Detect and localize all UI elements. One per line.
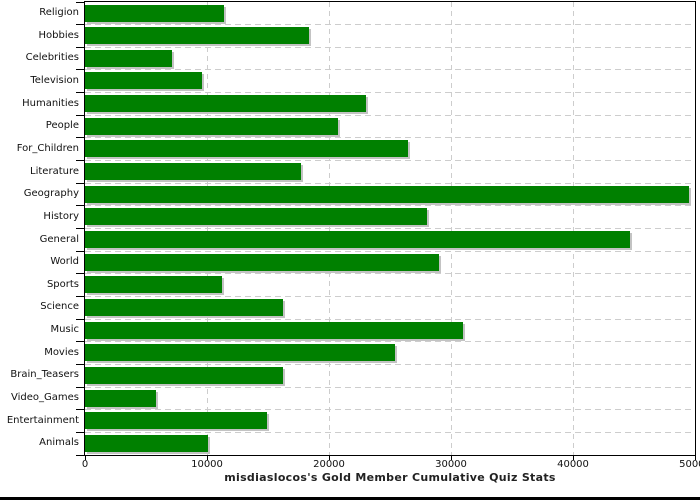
x-axis-tick-label: 0 <box>81 459 89 470</box>
y-axis-label: For_Children <box>16 142 79 154</box>
x-axis-tick <box>206 456 208 460</box>
bar-general <box>85 231 631 248</box>
bar-hobbies <box>85 27 310 45</box>
y-axis-tick <box>76 160 85 162</box>
y-axis-label: Celebrities <box>25 52 79 64</box>
horizontal-gridline <box>85 92 695 94</box>
horizontal-gridline <box>85 363 695 365</box>
bar-for_children <box>85 140 409 158</box>
y-axis-label: World <box>50 256 79 268</box>
y-axis-label: Brain_Teasers <box>10 369 79 381</box>
horizontal-gridline <box>85 182 695 184</box>
y-axis-tick <box>76 228 85 229</box>
bar-entertainment <box>85 412 267 430</box>
y-axis-tick <box>76 114 85 116</box>
y-axis-tick <box>76 92 85 94</box>
bar-literature <box>85 163 301 181</box>
y-axis-tick <box>76 386 85 388</box>
bar-geography <box>85 185 689 203</box>
x-axis-tick <box>84 456 86 460</box>
horizontal-gridline <box>85 250 695 252</box>
x-axis-tick-label: 30000 <box>435 459 467 470</box>
plot-area <box>84 1 696 456</box>
y-axis-tick <box>76 182 85 184</box>
y-axis-label: Sports <box>46 278 79 290</box>
horizontal-gridline <box>85 24 695 26</box>
x-axis-tick-label: 10000 <box>191 459 223 470</box>
bar-people <box>85 117 338 135</box>
bar-religion <box>85 4 225 22</box>
y-axis-tick <box>76 250 85 252</box>
chart-title: misdiaslocos's Gold Member Cumulative Qu… <box>224 471 556 484</box>
x-axis-tick <box>572 456 574 460</box>
horizontal-gridline <box>85 160 695 162</box>
horizontal-gridline <box>85 46 695 48</box>
y-axis-label: Humanities <box>22 97 79 109</box>
bar-humanities <box>85 95 366 113</box>
y-axis-tick <box>76 409 85 411</box>
y-axis-tick <box>76 431 85 433</box>
horizontal-gridline <box>85 273 695 275</box>
y-axis-label: Science <box>40 301 79 313</box>
y-axis-tick <box>76 295 85 297</box>
bar-science <box>85 298 283 316</box>
x-axis-tick-label: 50000 <box>679 459 700 470</box>
horizontal-gridline <box>85 295 695 297</box>
bar-celebrities <box>85 49 172 67</box>
y-axis-tick <box>76 273 85 275</box>
y-axis-label: Animals <box>39 437 79 449</box>
x-axis-tick-label: 40000 <box>557 459 589 470</box>
window-bottom-edge <box>0 497 700 500</box>
bar-television <box>85 72 203 90</box>
bar-video_games <box>85 389 156 407</box>
bar-sports <box>85 276 222 294</box>
horizontal-gridline <box>85 114 695 116</box>
x-axis-tick <box>328 456 330 460</box>
y-axis-tick <box>76 69 85 71</box>
y-axis-label: Religion <box>39 7 79 18</box>
y-axis-label: Geography <box>23 188 79 200</box>
horizontal-gridline <box>85 409 695 411</box>
y-axis-tick <box>76 1 85 3</box>
horizontal-gridline <box>85 341 695 343</box>
bar-history <box>85 208 427 226</box>
y-axis-label: Movies <box>44 346 79 358</box>
y-axis-tick <box>76 363 85 365</box>
bar-movies <box>85 344 395 362</box>
y-axis-label: General <box>39 233 79 245</box>
y-axis-label: Television <box>30 74 79 86</box>
horizontal-gridline <box>85 205 695 207</box>
y-axis-label: People <box>45 120 79 132</box>
horizontal-gridline <box>85 228 695 229</box>
horizontal-gridline <box>85 431 695 433</box>
horizontal-gridline <box>85 69 695 71</box>
bar-brain_teasers <box>85 366 283 384</box>
y-axis-label: Video_Games <box>11 392 79 404</box>
y-axis-tick <box>76 205 85 207</box>
horizontal-gridline <box>85 386 695 388</box>
y-axis-tick <box>76 137 85 139</box>
bar-music <box>85 321 464 339</box>
y-axis-tick <box>76 24 85 26</box>
y-axis-tick <box>76 46 85 48</box>
y-axis-label: Entertainment <box>6 414 79 426</box>
y-axis-tick <box>76 454 85 456</box>
horizontal-gridline <box>85 318 695 320</box>
y-axis-label: Hobbies <box>38 29 79 41</box>
x-axis-tick <box>450 456 452 460</box>
y-axis-label: Literature <box>30 165 79 177</box>
y-axis-tick <box>76 318 85 320</box>
y-axis-label: History <box>43 210 79 222</box>
x-axis-tick <box>694 456 696 460</box>
bar-world <box>85 253 439 271</box>
horizontal-gridline <box>85 137 695 139</box>
bar-animals <box>85 434 209 452</box>
y-axis-tick <box>76 341 85 343</box>
y-axis-label: Music <box>50 324 79 336</box>
x-axis-tick-label: 20000 <box>313 459 345 470</box>
